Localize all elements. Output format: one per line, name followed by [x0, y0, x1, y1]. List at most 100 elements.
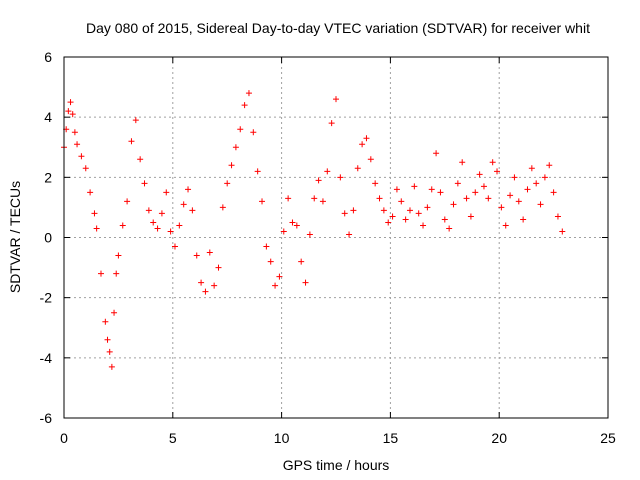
- data-point: [69, 111, 76, 118]
- data-point: [193, 252, 200, 259]
- chart-title: Day 080 of 2015, Sidereal Day-to-day VTE…: [86, 20, 590, 36]
- data-point: [137, 156, 144, 163]
- data-point: [511, 174, 518, 181]
- data-point: [385, 219, 392, 226]
- data-point: [428, 186, 435, 193]
- data-point: [102, 318, 109, 325]
- data-point: [441, 216, 448, 223]
- data-point: [111, 309, 118, 316]
- y-tick-label: -4: [40, 350, 53, 366]
- data-point: [237, 126, 244, 133]
- data-point: [333, 96, 339, 103]
- data-point: [141, 180, 148, 187]
- x-tick-label: 15: [383, 430, 399, 446]
- data-point: [446, 225, 453, 232]
- data-point: [97, 270, 104, 277]
- data-point: [267, 258, 274, 265]
- data-point: [559, 228, 566, 235]
- data-point: [93, 225, 100, 232]
- data-point: [158, 210, 165, 217]
- y-tick-labels: -6 -4 -2 0 2 4 6: [40, 49, 53, 426]
- data-points: [61, 90, 566, 370]
- y-tick-label: 4: [44, 109, 52, 125]
- data-point: [485, 195, 492, 202]
- data-point: [285, 195, 292, 202]
- y-axis-label: SDTVAR / TECUs: [7, 181, 23, 293]
- data-point: [463, 195, 470, 202]
- data-point: [450, 201, 457, 208]
- data-point: [467, 213, 474, 220]
- data-point: [424, 204, 431, 211]
- data-point: [402, 216, 409, 223]
- data-point: [359, 141, 366, 148]
- data-point: [241, 102, 248, 109]
- data-point: [550, 189, 557, 196]
- data-point: [459, 159, 466, 166]
- data-point: [350, 207, 357, 214]
- y-tick-label: -2: [40, 290, 53, 306]
- data-point: [306, 231, 313, 238]
- data-point: [87, 189, 94, 196]
- data-point: [415, 210, 422, 217]
- data-point: [189, 207, 196, 214]
- data-point: [372, 180, 379, 187]
- data-point: [67, 99, 74, 106]
- data-point: [367, 156, 374, 163]
- data-point: [537, 201, 544, 208]
- data-point: [489, 159, 496, 166]
- data-point: [528, 165, 535, 172]
- data-point: [132, 117, 139, 124]
- data-point: [259, 198, 266, 205]
- data-point: [507, 192, 514, 199]
- y-tick-label: -6: [40, 410, 53, 426]
- data-point: [78, 153, 85, 160]
- data-point: [167, 228, 174, 235]
- data-point: [376, 195, 383, 202]
- data-point: [163, 189, 170, 196]
- data-point: [185, 186, 192, 193]
- data-point: [380, 207, 387, 214]
- data-point: [124, 198, 131, 205]
- data-point: [280, 228, 287, 235]
- y-tick-label: 6: [44, 49, 52, 65]
- data-point: [171, 243, 178, 250]
- data-point: [224, 180, 231, 187]
- y-tick-label: 2: [44, 169, 52, 185]
- data-point: [533, 180, 540, 187]
- data-point: [211, 282, 218, 289]
- data-point: [324, 168, 331, 175]
- data-point: [106, 348, 113, 355]
- x-tick-label: 0: [60, 430, 68, 446]
- data-point: [454, 180, 461, 187]
- data-point: [276, 273, 283, 280]
- data-point: [524, 186, 531, 193]
- data-point: [119, 222, 126, 229]
- data-point: [250, 129, 257, 136]
- x-tick-label: 20: [491, 430, 507, 446]
- data-point: [82, 165, 89, 172]
- data-point: [232, 144, 239, 151]
- data-point: [554, 213, 561, 220]
- y-tick-label: 0: [44, 230, 52, 246]
- data-point: [74, 141, 81, 148]
- data-point: [180, 201, 187, 208]
- data-point: [263, 243, 270, 250]
- data-point: [328, 120, 335, 127]
- data-point: [315, 177, 322, 184]
- data-point: [420, 222, 427, 229]
- data-point: [411, 183, 418, 190]
- data-point: [293, 222, 300, 229]
- data-point: [311, 195, 318, 202]
- data-point: [65, 108, 72, 115]
- data-point: [71, 129, 78, 136]
- data-point: [108, 363, 115, 370]
- data-point: [113, 270, 120, 277]
- data-point: [198, 279, 205, 286]
- data-point: [515, 198, 522, 205]
- data-point: [319, 198, 326, 205]
- data-point: [202, 288, 209, 295]
- data-point: [341, 210, 348, 217]
- data-point: [437, 189, 444, 196]
- data-point: [91, 210, 98, 217]
